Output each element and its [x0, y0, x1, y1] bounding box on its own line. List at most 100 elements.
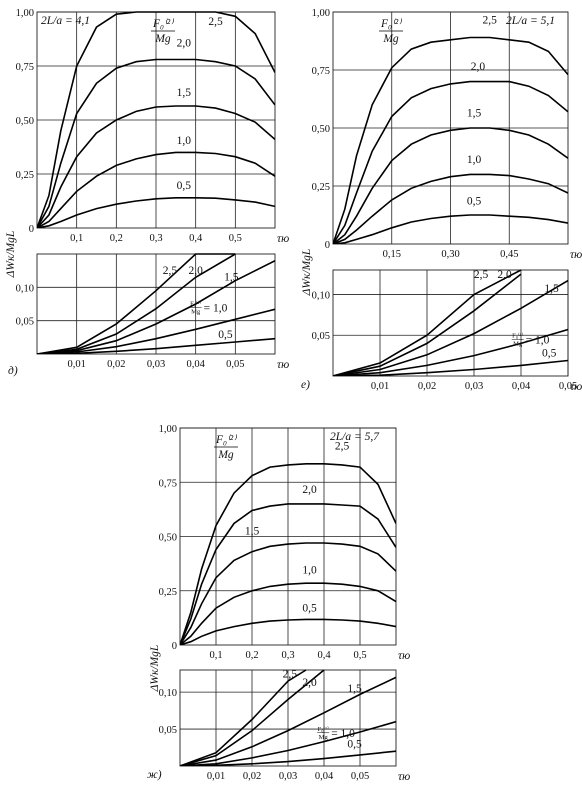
- x-tick-label: 0,05: [559, 381, 577, 392]
- y-tick-label: 0,25: [16, 170, 34, 181]
- series-label: 1,5: [347, 683, 362, 695]
- x-tick-label: 0,05: [226, 359, 244, 370]
- y-tick-label: 0,75: [159, 478, 177, 489]
- x-tick-label: 0,03: [465, 381, 483, 392]
- x-tick-label: 0,04: [315, 771, 334, 782]
- fraction-denominator: Mg: [154, 33, 171, 45]
- series-label: 2,0: [302, 484, 317, 496]
- small-fraction-numerator: F₀⁽¹⁾: [318, 725, 329, 733]
- series-line: [37, 308, 275, 354]
- x-tick-label: 0,01: [207, 771, 225, 782]
- series-label: 2,5: [283, 668, 298, 680]
- x-axis-label: τю: [398, 771, 410, 783]
- series-line: [180, 669, 325, 766]
- x-tick-label: 0,2: [245, 650, 258, 661]
- y-tick-label: 0,05: [312, 331, 330, 342]
- y-tick-label: 1,00: [16, 8, 34, 19]
- series-label: 0,5: [218, 329, 233, 341]
- series-label: 0,5: [302, 602, 317, 614]
- x-tick-label: 0,5: [353, 650, 366, 661]
- series-line: [37, 197, 275, 228]
- series-line: [333, 214, 568, 244]
- x-axis-label: τю: [570, 249, 582, 261]
- series-label: 2,5: [163, 265, 178, 277]
- series-line: [333, 328, 568, 376]
- series-line: [333, 173, 568, 244]
- chart-zh-top: 0,1 0,2 0,3 0,4 0,500,250,500,751,002,52,01,…: [159, 424, 411, 662]
- x-tick-label: 0,1: [209, 650, 222, 661]
- series-line: [333, 36, 568, 244]
- series-label: 2,5: [482, 15, 497, 27]
- series-line: [333, 269, 522, 376]
- y-tick-label: 0,50: [16, 116, 34, 127]
- series-label: 2,0: [302, 677, 317, 689]
- x-tick-label: 0,04: [186, 359, 205, 370]
- x-axis-label: τю: [398, 650, 410, 662]
- fraction-denominator: Mg: [382, 33, 399, 45]
- x-tick-label: 0,02: [418, 381, 436, 392]
- small-fraction-denominator: Mg: [513, 340, 523, 347]
- x-tick-label: 0,04: [512, 381, 531, 392]
- series-label: 1,5: [245, 525, 260, 537]
- y-tick-label: 0,50: [312, 124, 330, 135]
- series-label: 1,5: [177, 87, 192, 99]
- fraction-numerator: F₀⁽²⁾: [215, 434, 237, 446]
- series-line: [37, 253, 236, 354]
- small-fraction-numerator: F₀⁽¹⁾: [512, 331, 523, 339]
- series-line: [333, 359, 568, 376]
- series-line: [180, 503, 396, 645]
- x-tick-label: 0,3: [149, 233, 162, 244]
- series-label: 0,5: [347, 739, 362, 751]
- y-tick-label: 0,10: [16, 283, 34, 294]
- x-axis-label: τю: [277, 359, 289, 371]
- series-line: [180, 669, 307, 766]
- series-line: [180, 750, 396, 766]
- series-label: = 1,0: [204, 302, 228, 314]
- x-tick-label: 0,03: [279, 771, 297, 782]
- x-tick-label: 0,4: [317, 650, 331, 661]
- x-tick-label: 0,2: [110, 233, 123, 244]
- y-tick-label: 0,05: [16, 317, 34, 328]
- series-label: 0,5: [542, 347, 557, 359]
- series-line: [37, 11, 275, 228]
- series-line: [180, 720, 396, 766]
- series-line: [180, 582, 396, 645]
- y-tick-label: 0,75: [312, 66, 330, 77]
- x-tick-label: 0,30: [441, 249, 459, 260]
- small-fraction-denominator: Mg: [191, 308, 201, 315]
- series-line: [180, 618, 396, 645]
- y-tick-label: 0,50: [159, 533, 177, 544]
- series-line: [37, 337, 275, 354]
- series-label: 1,5: [224, 272, 239, 284]
- series-label: 2,0: [177, 38, 192, 50]
- panel-letter-d: д): [8, 365, 18, 377]
- series-label: 0,5: [177, 180, 192, 192]
- series-label: 0,5: [467, 196, 482, 208]
- series-label: 2,5: [335, 441, 350, 453]
- y-tick-label: 0,10: [312, 290, 330, 301]
- series-label: 1,0: [467, 154, 482, 166]
- x-tick-label: 0,3: [281, 650, 294, 661]
- series-line: [180, 542, 396, 645]
- series-label: 2,5: [208, 16, 223, 28]
- series-line: [180, 463, 396, 645]
- series-line: [37, 58, 275, 228]
- series-label: = 1,0: [331, 728, 355, 740]
- chart-d-top: 0,1 0,2 0,3 0,4 0,500,250,500,751,002,52,01,…: [16, 8, 290, 245]
- x-tick-label: 0,02: [243, 771, 261, 782]
- chart-d-bottom: 0,01 0,02 0,03 0,04 0,05 0,05 0,10 2,5 2,0 1,5 0,5…: [16, 253, 289, 371]
- x-tick-label: 0,15: [383, 249, 401, 260]
- x-tick-label: 0,5: [229, 233, 242, 244]
- series-label: 1,5: [544, 283, 559, 295]
- param-label: 2L/a = 5,7: [330, 431, 380, 443]
- x-tick-label: 0,1: [70, 233, 83, 244]
- series-line: [333, 279, 568, 376]
- x-axis-label: τю: [277, 233, 289, 245]
- y-tick-label: 0: [172, 641, 177, 652]
- x-tick-label: 0,03: [147, 359, 165, 370]
- series-label: 1,0: [177, 135, 192, 147]
- x-tick-label: 0,05: [351, 771, 369, 782]
- series-label: 1,0: [302, 564, 317, 576]
- x-tick-label: 0,4: [189, 233, 203, 244]
